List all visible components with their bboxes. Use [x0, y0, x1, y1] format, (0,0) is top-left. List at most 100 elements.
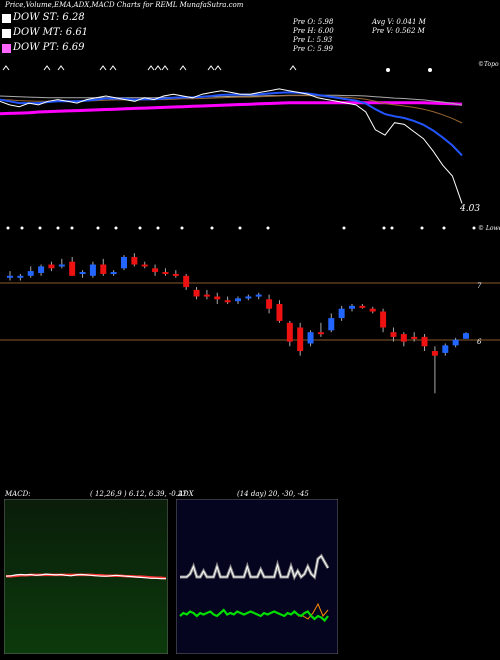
legend-swatch-pt	[2, 44, 11, 53]
dot-marker	[382, 226, 386, 230]
candle-body	[58, 264, 65, 267]
arrow-marker	[2, 65, 10, 71]
arrow-marker	[57, 65, 65, 71]
series-adx	[180, 555, 329, 579]
series-macd	[5, 573, 166, 580]
candle-body	[421, 336, 428, 347]
legend-label-st: DOW ST: 6.28	[13, 12, 85, 23]
candle-body	[17, 275, 24, 278]
candle-body	[463, 333, 469, 339]
candle-body	[442, 345, 449, 353]
adx-params: (14 day) 20, -30, -45	[237, 490, 309, 498]
candle-body	[48, 264, 55, 269]
candle-body	[203, 294, 210, 297]
candle-body	[224, 300, 231, 303]
top-arrow-markers	[2, 65, 432, 72]
arrow-marker	[154, 65, 162, 71]
candle-body	[100, 264, 107, 274]
dot-marker	[442, 226, 446, 230]
candle-body	[172, 273, 179, 276]
candle-body	[152, 268, 159, 273]
site-name: MunafaSutra.com	[179, 1, 244, 9]
ema-lines	[0, 88, 463, 204]
macd-lines	[5, 573, 167, 580]
macd-params: ( 12,26,9 ) 6.12, 6.39, -0.27	[90, 490, 187, 498]
series-ema-short	[0, 91, 463, 157]
candle-body	[183, 275, 190, 288]
dot-marker	[180, 226, 184, 230]
adx-lines	[179, 553, 330, 623]
candle-body	[452, 339, 459, 346]
candle-body	[390, 332, 397, 337]
arrow-marker	[289, 65, 297, 71]
macd-title: MACD:	[5, 490, 31, 498]
ema-price-chart: 4.03	[0, 65, 480, 230]
stat-low: Pre L: 5.93	[293, 36, 333, 44]
series-minus-di	[298, 602, 329, 620]
chart-title: Price,Volume,EMA,ADX,MACD Charts for REM…	[5, 1, 243, 10]
candle-body	[69, 261, 76, 276]
candle-body	[131, 257, 138, 265]
candle-body	[162, 272, 169, 275]
candle-body	[110, 272, 117, 275]
dot-marker	[6, 226, 10, 230]
lower-label: © Lower	[478, 225, 500, 232]
candle-body	[214, 296, 221, 300]
candles	[7, 253, 469, 394]
series-plus-di	[179, 608, 329, 623]
level-label-6: 6	[477, 338, 482, 346]
dot-marker	[266, 226, 270, 230]
dot-marker	[38, 226, 42, 230]
legend-label-pt: DOW PT: 6.69	[13, 42, 85, 53]
stat-close: Pre C: 5.99	[293, 45, 333, 53]
series-ema-long	[0, 94, 463, 106]
last-price-label: 4.03	[459, 204, 480, 214]
dot-marker	[472, 226, 476, 230]
arrow-marker	[109, 65, 117, 71]
series-ema-very-long	[0, 101, 463, 116]
level-label-7: 7	[477, 282, 482, 290]
dot-marker	[420, 226, 424, 230]
adx-title: ADX	[178, 490, 194, 498]
dot-marker	[56, 226, 60, 230]
stat-high: Pre H: 6.00	[293, 27, 334, 35]
candlestick-chart: 7 6	[0, 253, 500, 394]
arrow-marker	[214, 65, 222, 71]
dot-marker	[96, 226, 100, 230]
dot-marker	[428, 68, 432, 72]
dot-marker	[70, 226, 74, 230]
candle-body	[255, 294, 262, 297]
legend-swatch-mt	[2, 29, 11, 38]
candle-body	[141, 264, 148, 267]
adx-chart	[176, 499, 338, 654]
arrow-marker	[179, 65, 187, 71]
stat-prev-volume: Pre V: 0.562 M	[372, 27, 425, 35]
bottom-markers	[6, 226, 476, 230]
dot-marker	[20, 226, 24, 230]
title-text: Price,Volume,EMA,ADX,MACD Charts for REM…	[5, 1, 178, 9]
dot-marker	[138, 226, 142, 230]
stat-avg-volume: Avg V: 0.041 M	[372, 18, 426, 26]
candle-body	[121, 257, 127, 269]
candle-body	[307, 332, 314, 344]
candle-body	[369, 308, 376, 312]
arrow-marker	[161, 65, 169, 71]
dot-marker	[156, 226, 160, 230]
series-close	[0, 88, 463, 204]
candle-body	[349, 305, 355, 309]
legend-swatch-st	[2, 14, 11, 23]
candle-body	[411, 336, 418, 339]
candle-body	[297, 327, 304, 351]
candle-body	[359, 305, 366, 308]
dot-marker	[390, 226, 394, 230]
dot-marker	[210, 226, 214, 230]
series-ema-medium	[0, 95, 463, 124]
dot-marker	[386, 68, 390, 72]
dot-marker	[342, 226, 346, 230]
candle-body	[431, 351, 438, 356]
legend-label-mt: DOW MT: 6.61	[13, 27, 89, 38]
topo-label: ©Topo	[478, 61, 499, 68]
candle-body	[286, 322, 293, 342]
candle-body	[328, 318, 335, 331]
candle-body	[276, 304, 283, 321]
